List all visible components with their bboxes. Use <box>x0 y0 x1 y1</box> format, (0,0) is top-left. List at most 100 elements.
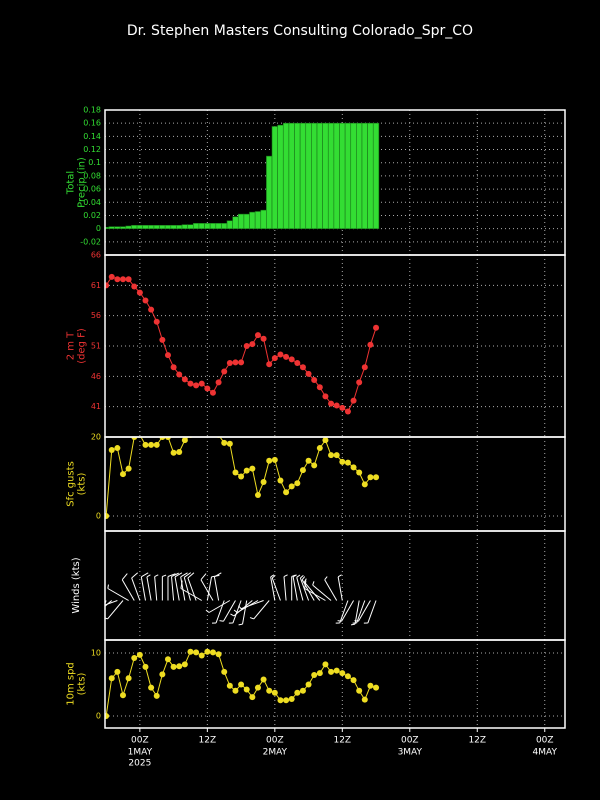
barb-feather <box>283 574 288 578</box>
x-tick-label: 12Z <box>333 736 351 746</box>
point <box>249 465 256 472</box>
point <box>226 440 233 447</box>
bar <box>105 227 110 229</box>
point <box>328 452 335 459</box>
barb-staff <box>304 581 321 601</box>
y-tick-label: 10 <box>91 648 101 657</box>
point <box>221 368 228 375</box>
bar <box>367 122 374 229</box>
point <box>131 283 138 290</box>
y-axis-label: (kts) <box>77 473 88 496</box>
point <box>142 297 149 304</box>
barb-staff <box>341 600 354 622</box>
point <box>260 676 267 683</box>
point <box>221 668 228 675</box>
point <box>105 713 110 720</box>
barb-feather <box>301 576 306 581</box>
wind-barb <box>212 600 225 624</box>
barb-staff <box>105 600 113 607</box>
barb-feather <box>180 580 183 589</box>
bar <box>209 223 217 229</box>
point <box>249 341 256 348</box>
bar <box>221 223 228 229</box>
y-tick-label: 41 <box>91 402 101 411</box>
point <box>322 393 329 400</box>
bar <box>333 122 340 229</box>
point <box>142 663 149 670</box>
bar <box>322 122 329 229</box>
wind-barb <box>219 600 236 622</box>
point <box>299 687 306 694</box>
point <box>153 318 160 325</box>
bar <box>299 122 307 229</box>
point <box>232 687 239 694</box>
point <box>148 306 155 313</box>
barb-feather <box>238 623 243 626</box>
point <box>187 380 194 387</box>
wind-barb <box>299 574 310 601</box>
y-tick-label: 0.16 <box>83 119 101 128</box>
point <box>221 439 228 446</box>
wind-barb <box>167 573 176 601</box>
bar <box>181 224 188 229</box>
point <box>361 364 368 371</box>
point <box>105 512 110 519</box>
point <box>164 656 171 663</box>
point <box>339 458 346 465</box>
wind-barb <box>337 574 343 601</box>
point <box>333 402 340 409</box>
bar <box>311 122 318 229</box>
y-tick-label: 0 <box>96 712 101 721</box>
barb-staff <box>213 576 220 601</box>
point <box>254 684 261 691</box>
bar <box>344 122 352 229</box>
barb-staff <box>154 576 158 601</box>
point <box>114 668 121 675</box>
wind-barb <box>296 574 304 601</box>
wind-barb <box>292 574 298 601</box>
point <box>159 671 166 678</box>
bar <box>271 126 278 229</box>
barb-feather <box>162 574 167 577</box>
wind-barb <box>350 600 360 626</box>
wind-barb <box>303 578 321 601</box>
y-tick-label: 0.08 <box>83 171 101 180</box>
bar <box>153 225 160 229</box>
wind-barb <box>283 574 288 601</box>
point <box>266 457 273 464</box>
point <box>344 459 351 466</box>
barb-staff <box>105 600 118 606</box>
point <box>125 465 132 472</box>
barb-feather <box>350 623 356 626</box>
wind-barb <box>271 574 281 601</box>
bar <box>294 122 301 229</box>
barb-feather <box>303 578 307 583</box>
point <box>316 670 323 677</box>
point <box>226 359 233 366</box>
point <box>243 467 250 474</box>
panel <box>105 255 565 437</box>
point <box>243 343 250 349</box>
point <box>266 687 273 694</box>
wind-barb <box>107 584 129 601</box>
y-tick-label: 0 <box>96 224 101 233</box>
barb-feather <box>337 574 342 578</box>
title: Dr. Stephen Masters Consulting Colorado_… <box>127 23 473 39</box>
bar <box>198 223 205 229</box>
point <box>294 359 301 366</box>
point <box>181 661 188 668</box>
y-axis-label: Winds (kts) <box>71 557 82 613</box>
point <box>170 449 177 456</box>
point <box>373 324 380 331</box>
wind-barb <box>304 580 326 601</box>
y-tick-label: 61 <box>91 281 101 290</box>
y-tick-label: 0.1 <box>88 158 101 167</box>
y-tick-label: 0 <box>96 511 101 520</box>
point <box>333 452 340 459</box>
point <box>254 492 261 499</box>
wind-barb <box>352 600 366 624</box>
point <box>199 426 205 432</box>
bar <box>187 224 194 229</box>
barb-feather <box>219 620 224 622</box>
barb-feather <box>214 572 222 578</box>
